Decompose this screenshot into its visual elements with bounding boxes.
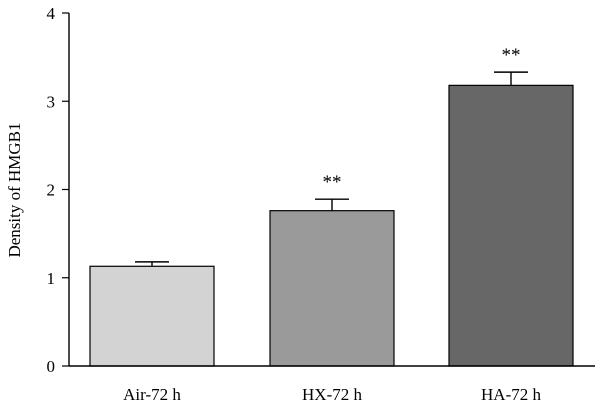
y-tick-label-0: 0 (47, 357, 56, 376)
category-labels: Air-72 h HX-72 h HA-72 h (123, 385, 541, 404)
significance-label-2: ** (502, 45, 521, 66)
y-tick-label-1: 1 (47, 269, 56, 288)
y-axis-ticks: 0 1 2 3 4 (47, 4, 69, 376)
bars: ** ** (89, 45, 574, 367)
y-tick-label-2: 2 (47, 181, 56, 200)
error-bar-2 (494, 71, 528, 86)
bar-2 (448, 84, 574, 367)
error-bar-0 (135, 261, 169, 267)
significance-label-1: ** (323, 172, 342, 193)
y-axis-title: Density of HMGB1 (5, 122, 24, 257)
category-label-0: Air-72 h (123, 385, 181, 404)
y-tick-label-4: 4 (47, 4, 56, 23)
bar-1 (269, 210, 395, 367)
bar-0 (89, 265, 215, 367)
y-tick-label-3: 3 (47, 92, 56, 111)
category-label-2: HA-72 h (481, 385, 541, 404)
error-bar-1 (315, 198, 349, 211)
category-label-1: HX-72 h (302, 385, 362, 404)
